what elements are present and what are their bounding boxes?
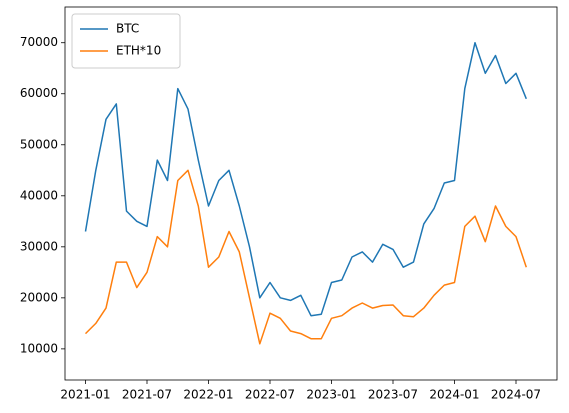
y-tick-label: 60000 — [20, 86, 58, 100]
plot-frame — [64, 6, 558, 381]
y-tick-label: 10000 — [20, 341, 58, 355]
line — [84, 169, 528, 345]
y-tick-label: 70000 — [20, 35, 58, 49]
line — [84, 41, 527, 317]
legend-label: BTC — [116, 22, 139, 36]
x-tick-label: 2022-07 — [245, 388, 295, 402]
x-tick-label: 2023-07 — [368, 388, 418, 402]
legend-box — [71, 13, 181, 69]
legend-label: ETH*10 — [116, 44, 161, 58]
x-tick-label: 2021-01 — [60, 388, 110, 402]
x-tick-label: 2024-07 — [491, 388, 541, 402]
x-tick-label: 2024-01 — [429, 388, 479, 402]
y-tick-label: 40000 — [20, 188, 58, 202]
y-tick-label: 50000 — [20, 137, 58, 151]
x-tick-label: 2023-01 — [306, 388, 356, 402]
y-tick-label: 20000 — [20, 290, 58, 304]
legend: BTC ETH*10 — [71, 13, 181, 69]
y-tick-label: 30000 — [20, 239, 58, 253]
x-tick-label: 2021-07 — [122, 388, 172, 402]
x-tick-label: 2022-01 — [183, 388, 233, 402]
